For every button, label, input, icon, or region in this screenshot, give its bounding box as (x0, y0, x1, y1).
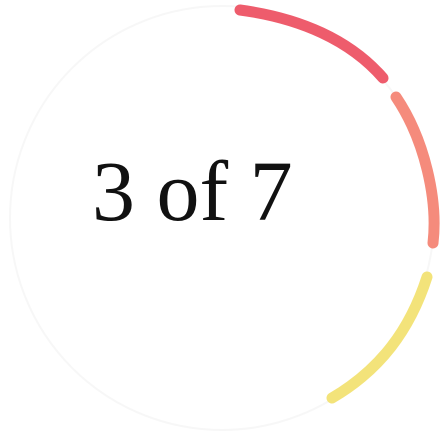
progress-segment-2 (390, 91, 440, 249)
progress-segment-1 (234, 4, 389, 84)
step-counter-label: 3 of 7 (92, 143, 293, 239)
progress-segment-3 (326, 271, 433, 404)
